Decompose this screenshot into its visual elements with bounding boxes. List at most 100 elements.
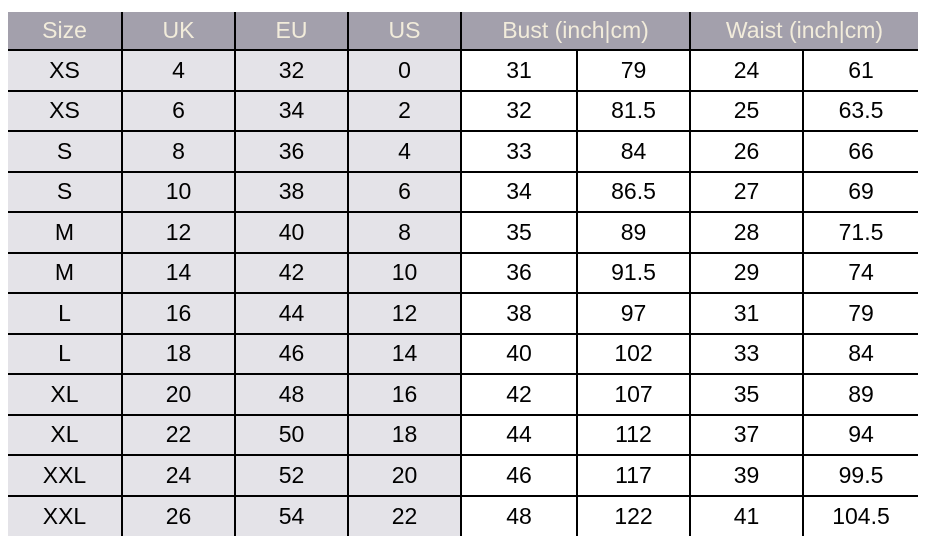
cell-waist-inch: 28	[689, 211, 804, 254]
cell-bust-inch: 48	[460, 494, 578, 537]
cell-bust-inch: 33	[460, 130, 578, 173]
table-row: M 12 40 8 35 89 28 71.5	[7, 211, 919, 254]
cell-waist-cm: 71.5	[802, 211, 919, 254]
cell-bust-cm: 97	[576, 292, 691, 335]
cell-us: 0	[347, 49, 462, 92]
cell-us: 6	[347, 170, 462, 213]
cell-bust-cm: 89	[576, 211, 691, 254]
cell-size: XL	[7, 413, 123, 456]
cell-us: 14	[347, 332, 462, 375]
cell-eu: 52	[234, 454, 349, 497]
column-header-waist: Waist (inch|cm)	[689, 11, 919, 51]
cell-bust-cm: 84	[576, 130, 691, 173]
cell-waist-cm: 66	[802, 130, 919, 173]
cell-bust-cm: 102	[576, 332, 691, 375]
cell-waist-cm: 89	[802, 373, 919, 416]
cell-eu: 54	[234, 494, 349, 537]
cell-uk: 4	[121, 49, 236, 92]
column-header-size: Size	[7, 11, 123, 51]
cell-size: L	[7, 292, 123, 335]
cell-bust-cm: 79	[576, 49, 691, 92]
cell-uk: 24	[121, 454, 236, 497]
cell-waist-cm: 79	[802, 292, 919, 335]
cell-bust-inch: 34	[460, 170, 578, 213]
column-header-bust: Bust (inch|cm)	[460, 11, 691, 51]
cell-us: 12	[347, 292, 462, 335]
cell-waist-inch: 27	[689, 170, 804, 213]
table-row: XXL 24 52 20 46 117 39 99.5	[7, 454, 919, 497]
cell-us: 20	[347, 454, 462, 497]
cell-uk: 14	[121, 251, 236, 294]
table-row: M 14 42 10 36 91.5 29 74	[7, 251, 919, 294]
cell-bust-cm: 91.5	[576, 251, 691, 294]
cell-size: S	[7, 130, 123, 173]
cell-eu: 50	[234, 413, 349, 456]
cell-uk: 10	[121, 170, 236, 213]
cell-size: XXL	[7, 454, 123, 497]
cell-size: XS	[7, 89, 123, 132]
cell-bust-inch: 35	[460, 211, 578, 254]
cell-eu: 32	[234, 49, 349, 92]
cell-waist-cm: 84	[802, 332, 919, 375]
cell-bust-cm: 81.5	[576, 89, 691, 132]
cell-eu: 42	[234, 251, 349, 294]
cell-uk: 12	[121, 211, 236, 254]
cell-waist-cm: 74	[802, 251, 919, 294]
cell-us: 10	[347, 251, 462, 294]
cell-size: M	[7, 211, 123, 254]
cell-size: M	[7, 251, 123, 294]
cell-waist-cm: 99.5	[802, 454, 919, 497]
cell-waist-inch: 24	[689, 49, 804, 92]
table-row: S 8 36 4 33 84 26 66	[7, 130, 919, 173]
size-chart-table: Size UK EU US Bust (inch|cm) Waist (inch…	[7, 11, 919, 537]
cell-bust-cm: 86.5	[576, 170, 691, 213]
cell-eu: 44	[234, 292, 349, 335]
cell-waist-inch: 29	[689, 251, 804, 294]
cell-eu: 38	[234, 170, 349, 213]
cell-bust-cm: 112	[576, 413, 691, 456]
cell-size: XS	[7, 49, 123, 92]
cell-eu: 40	[234, 211, 349, 254]
cell-us: 16	[347, 373, 462, 416]
cell-us: 8	[347, 211, 462, 254]
cell-uk: 26	[121, 494, 236, 537]
cell-bust-inch: 32	[460, 89, 578, 132]
cell-size: S	[7, 170, 123, 213]
cell-eu: 34	[234, 89, 349, 132]
cell-size: XL	[7, 373, 123, 416]
cell-waist-inch: 31	[689, 292, 804, 335]
table-row: XS 6 34 2 32 81.5 25 63.5	[7, 89, 919, 132]
table-body: XS 4 32 0 31 79 24 61 XS 6 34 2 32 81.5 …	[7, 49, 919, 537]
table-row: XS 4 32 0 31 79 24 61	[7, 49, 919, 92]
cell-waist-cm: 94	[802, 413, 919, 456]
cell-us: 2	[347, 89, 462, 132]
table-row: L 18 46 14 40 102 33 84	[7, 332, 919, 375]
table-row: XL 22 50 18 44 112 37 94	[7, 413, 919, 456]
cell-uk: 20	[121, 373, 236, 416]
table-row: S 10 38 6 34 86.5 27 69	[7, 170, 919, 213]
cell-waist-cm: 61	[802, 49, 919, 92]
cell-us: 4	[347, 130, 462, 173]
cell-waist-cm: 69	[802, 170, 919, 213]
cell-size: XXL	[7, 494, 123, 537]
cell-bust-inch: 31	[460, 49, 578, 92]
column-header-uk: UK	[121, 11, 236, 51]
cell-eu: 48	[234, 373, 349, 416]
cell-waist-inch: 26	[689, 130, 804, 173]
cell-bust-inch: 46	[460, 454, 578, 497]
cell-waist-cm: 104.5	[802, 494, 919, 537]
cell-waist-inch: 41	[689, 494, 804, 537]
table-row: XXL 26 54 22 48 122 41 104.5	[7, 494, 919, 537]
cell-bust-cm: 122	[576, 494, 691, 537]
cell-waist-inch: 25	[689, 89, 804, 132]
header-row: Size UK EU US Bust (inch|cm) Waist (inch…	[7, 11, 919, 51]
table-row: L 16 44 12 38 97 31 79	[7, 292, 919, 335]
cell-waist-inch: 35	[689, 373, 804, 416]
cell-waist-inch: 37	[689, 413, 804, 456]
cell-waist-inch: 39	[689, 454, 804, 497]
cell-size: L	[7, 332, 123, 375]
cell-waist-cm: 63.5	[802, 89, 919, 132]
cell-uk: 18	[121, 332, 236, 375]
cell-uk: 16	[121, 292, 236, 335]
cell-uk: 6	[121, 89, 236, 132]
